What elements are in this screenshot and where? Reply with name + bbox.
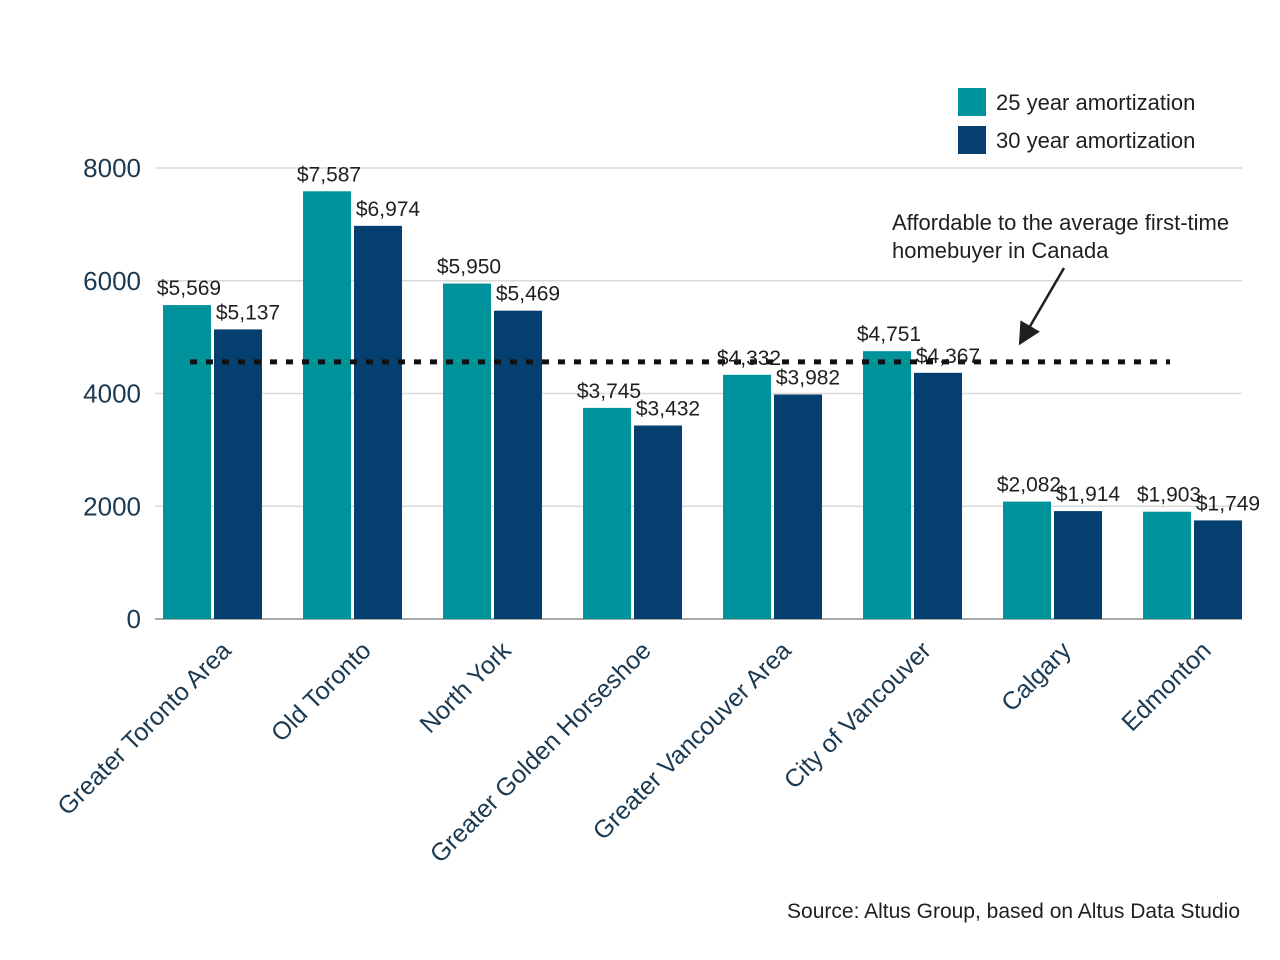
bar-30yr-greater-vancouver-area [774,394,822,619]
value-label-25yr-greater-toronto-area: $5,569 [157,277,221,300]
y-tick-label-6000: 6000 [83,266,141,296]
x-tick-label-edmonton: Edmonton [1116,636,1216,736]
value-label-30yr-greater-golden-horseshoe: $3,432 [636,398,700,421]
bar-25yr-greater-golden-horseshoe [583,407,631,619]
bar-25yr-greater-toronto-area [163,305,211,619]
x-tick-label-city-of-vancouver: City of Vancouver [779,636,937,794]
value-label-25yr-greater-vancouver-area: $4,332 [717,347,781,370]
value-label-30yr-north-york: $5,469 [496,283,560,306]
bar-30yr-greater-toronto-area [214,329,262,619]
x-tick-label-north-york: North York [414,636,517,739]
y-tick-label-2000: 2000 [83,491,141,521]
x-tick-label-old-toronto: Old Toronto [266,636,377,747]
value-label-25yr-north-york: $5,950 [437,256,501,279]
annotation-line-1: Affordable to the average first-time [892,210,1229,235]
x-tick-label-greater-golden-horseshoe: Greater Golden Horseshoe [425,636,657,868]
legend-swatch-25-year [958,88,986,116]
value-label-30yr-old-toronto: $6,974 [356,198,421,221]
grid-layer: 0 2000 4000 6000 8000 [83,153,1242,634]
bar-25yr-greater-vancouver-area [723,374,771,619]
value-label-30yr-greater-vancouver-area: $3,982 [776,367,840,390]
y-tick-label-0: 0 [127,604,141,634]
value-label-25yr-calgary: $2,082 [997,474,1061,497]
bar-30yr-greater-golden-horseshoe [634,425,682,619]
threshold-annotation: Affordable to the average first-time hom… [892,210,1229,346]
bar-25yr-edmonton [1143,511,1191,619]
bar-30yr-edmonton [1194,520,1242,619]
bar-25yr-calgary [1003,501,1051,619]
value-label-25yr-edmonton: $1,903 [1137,484,1201,507]
source-caption: Source: Altus Group, based on Altus Data… [787,900,1240,923]
y-tick-label-4000: 4000 [83,379,141,409]
bar-25yr-city-of-vancouver [863,351,911,619]
legend-label-25-year: 25 year amortization [996,90,1195,115]
bars-layer [163,191,1242,619]
x-tick-label-greater-toronto-area: Greater Toronto Area [52,636,237,821]
x-tick-label-calgary: Calgary [996,636,1077,717]
value-label-25yr-old-toronto: $7,587 [297,163,361,186]
value-label-25yr-city-of-vancouver: $4,751 [857,323,921,346]
bar-25yr-old-toronto [303,191,351,619]
bar-30yr-calgary [1054,511,1102,619]
value-label-25yr-greater-golden-horseshoe: $3,745 [577,380,641,403]
bar-25yr-north-york [443,283,491,619]
value-label-30yr-greater-toronto-area: $5,137 [216,301,280,324]
annotation-arrow [1018,267,1066,346]
bar-30yr-city-of-vancouver [914,372,962,619]
bar-30yr-old-toronto [354,225,402,619]
annotation-line-2: homebuyer in Canada [892,238,1109,263]
value-label-30yr-city-of-vancouver: $4,367 [916,345,980,368]
legend-swatch-30-year [958,126,986,154]
legend: 25 year amortization 30 year amortizatio… [958,88,1195,154]
y-tick-label-8000: 8000 [83,153,141,183]
value-label-30yr-edmonton: $1,749 [1196,492,1260,515]
bar-30yr-north-york [494,310,542,619]
value-label-30yr-calgary: $1,914 [1056,483,1121,506]
legend-label-30-year: 30 year amortization [996,128,1195,153]
